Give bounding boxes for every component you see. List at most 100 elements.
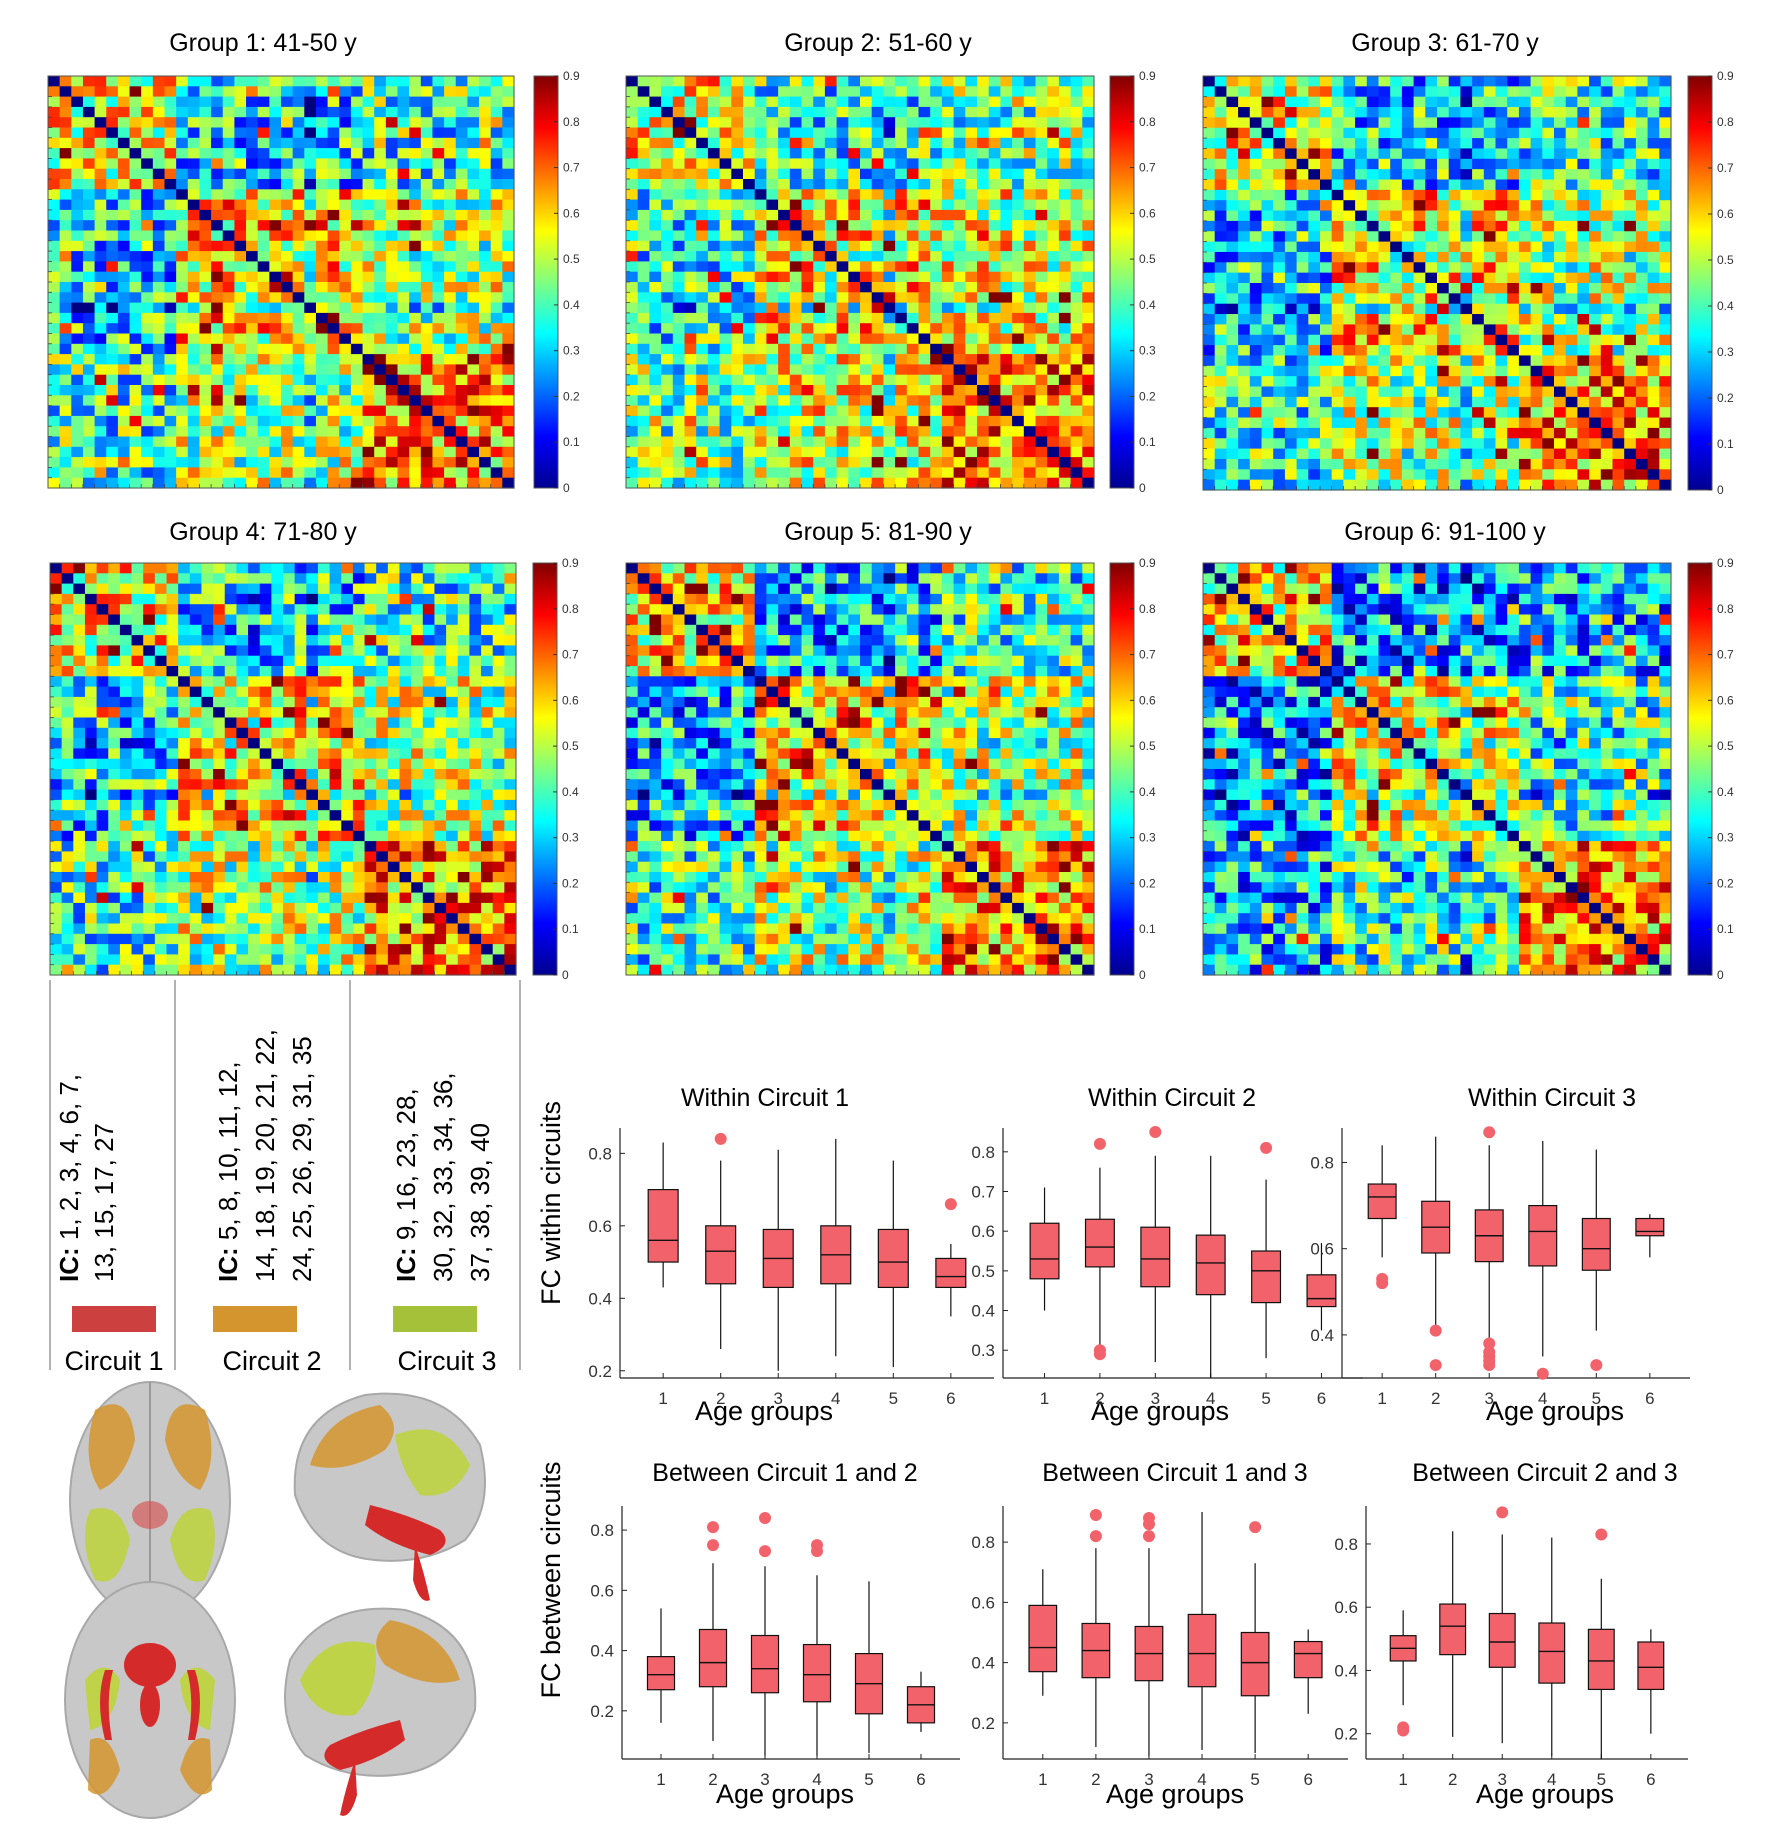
heatmap-cell [1296, 241, 1309, 253]
heatmap-cell [467, 76, 480, 87]
heatmap-cell [637, 436, 650, 448]
heatmap-cell [1378, 148, 1391, 160]
heatmap-cell [117, 179, 131, 190]
heatmap-cell [1659, 76, 1672, 87]
heatmap-cell [930, 312, 943, 324]
heatmap-cell [502, 76, 515, 87]
heatmap-cell [420, 251, 434, 262]
heatmap-cell [672, 230, 686, 242]
heatmap-cell [766, 467, 779, 479]
heatmap-cell [988, 333, 1001, 345]
heatmap-cell [1261, 189, 1274, 201]
heatmap-cell [432, 179, 445, 190]
heatmap-cell [1554, 96, 1567, 108]
heatmap-cell [490, 385, 503, 396]
heatmap-cell [883, 395, 896, 407]
heatmap-cell [977, 405, 990, 417]
heatmap-cell [420, 477, 434, 489]
heatmap-cell [789, 127, 803, 139]
heatmap-cell [292, 230, 305, 242]
heatmap-cell [490, 199, 503, 211]
heatmap-cell [1413, 138, 1426, 150]
heatmap-cell [1070, 106, 1083, 118]
colorbar [533, 75, 559, 489]
heatmap-cell [1047, 271, 1060, 283]
heatmap-cell [1000, 86, 1013, 98]
heatmap-cell [1308, 169, 1321, 181]
heatmap-cell [1284, 262, 1298, 274]
heatmap-cell [930, 385, 943, 396]
heatmap-cell [1413, 189, 1426, 201]
heatmap-cell [895, 354, 908, 365]
heatmap-cell [813, 189, 826, 201]
heatmap-cell [637, 117, 650, 129]
heatmap-cell [234, 199, 247, 211]
heatmap-cell [766, 271, 779, 283]
heatmap-cell [953, 76, 966, 87]
heatmap-cell [444, 127, 457, 139]
heatmap-cell [754, 467, 767, 479]
heatmap-cell [152, 457, 166, 468]
heatmap-cell [871, 343, 884, 355]
heatmap-cell [731, 477, 744, 489]
heatmap-cell [637, 282, 650, 293]
heatmap-cell [1308, 458, 1321, 470]
heatmap-cell [977, 96, 990, 108]
heatmap-cell [432, 189, 445, 201]
heatmap-cell [211, 271, 224, 283]
heatmap-cell [778, 282, 791, 293]
heatmap-cell [1390, 334, 1403, 346]
heatmap-cell [743, 323, 756, 335]
heatmap-cell [1460, 200, 1473, 212]
heatmap-cell [1437, 407, 1450, 419]
heatmap-cell [836, 76, 849, 87]
heatmap-cell [977, 240, 990, 252]
heatmap-cell [696, 282, 709, 293]
heatmap-cell [1518, 407, 1532, 419]
heatmap-cell [1472, 438, 1485, 450]
heatmap-cell [269, 96, 282, 108]
heatmap-cell [977, 148, 990, 159]
heatmap-cell [315, 467, 329, 479]
heatmap-cell [930, 220, 943, 232]
heatmap-cell [304, 96, 317, 108]
heatmap-cell [374, 323, 387, 335]
heatmap-cell [918, 467, 931, 479]
heatmap-cell [1600, 200, 1614, 212]
heatmap-cell [930, 189, 943, 201]
heatmap-cell [59, 240, 72, 252]
heatmap-cell [246, 137, 259, 149]
heatmap-cell [860, 323, 873, 335]
heatmap-cell [1082, 302, 1095, 314]
heatmap-cell [409, 467, 422, 479]
heatmap-cell [1659, 314, 1672, 325]
heatmap-cell [707, 436, 721, 448]
heatmap-cell [397, 446, 410, 458]
heatmap-cell [281, 312, 294, 324]
heatmap-cell [731, 395, 744, 407]
heatmap-cell [234, 86, 247, 98]
heatmap-cell [1226, 179, 1239, 191]
heatmap-cell [1058, 220, 1072, 232]
heatmap-cell [743, 405, 756, 417]
heatmap-cell [432, 457, 445, 468]
heatmap-cell [362, 323, 375, 335]
heatmap-cell [860, 333, 873, 345]
heatmap-cell [719, 457, 732, 468]
heatmap-cell [1366, 210, 1380, 222]
heatmap-cell [661, 395, 674, 407]
heatmap-cell [906, 240, 920, 252]
colorbar-tick-label: 0.5 [1139, 252, 1156, 266]
heatmap-cell [848, 354, 861, 365]
heatmap-cell [649, 209, 662, 221]
heatmap-cell [1460, 427, 1473, 439]
heatmap-cell [1082, 374, 1095, 386]
heatmap-cell [1413, 407, 1426, 419]
heatmap-cell [941, 385, 955, 396]
heatmap-cell [813, 395, 826, 407]
heatmap-cell [801, 282, 814, 293]
heatmap-cell [1401, 169, 1415, 181]
heatmap-cell [141, 457, 154, 468]
heatmap-cell [1612, 127, 1625, 139]
heatmap-cell [1035, 189, 1048, 201]
